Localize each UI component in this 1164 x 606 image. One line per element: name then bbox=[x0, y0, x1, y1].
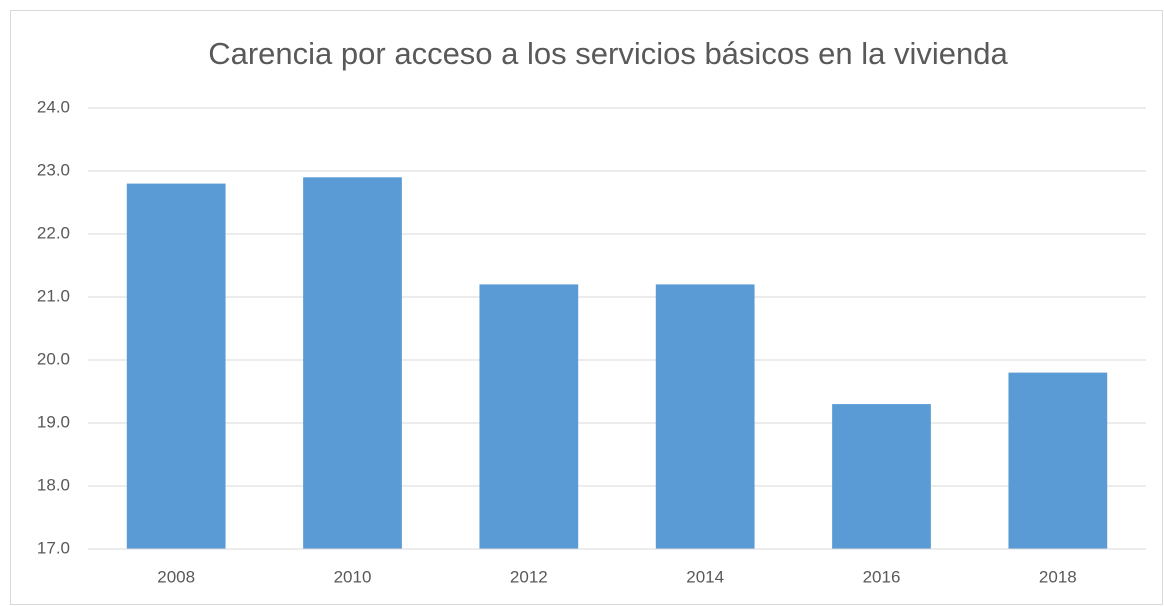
x-tick-label: 2012 bbox=[510, 567, 548, 586]
x-tick-label: 2014 bbox=[686, 567, 724, 586]
bar bbox=[832, 404, 931, 549]
bar bbox=[1008, 372, 1108, 549]
y-tick-label: 23.0 bbox=[37, 160, 70, 179]
bar bbox=[655, 284, 755, 549]
y-tick-label: 22.0 bbox=[37, 223, 70, 242]
x-tick-label: 2008 bbox=[157, 567, 195, 586]
y-tick-label: 20.0 bbox=[37, 349, 70, 368]
x-tick-label: 2010 bbox=[334, 567, 372, 586]
x-tick-label: 2016 bbox=[863, 567, 901, 586]
bar bbox=[126, 183, 226, 549]
y-tick-label: 17.0 bbox=[37, 538, 70, 557]
y-tick-label: 19.0 bbox=[37, 412, 70, 431]
bar bbox=[303, 177, 402, 550]
y-tick-label: 18.0 bbox=[37, 475, 70, 494]
y-tick-label: 24.0 bbox=[37, 97, 70, 116]
chart-title: Carencia por acceso a los servicios bási… bbox=[208, 36, 1008, 71]
x-tick-label: 2018 bbox=[1039, 567, 1077, 586]
y-tick-label: 21.0 bbox=[37, 286, 70, 305]
bar bbox=[479, 284, 579, 549]
